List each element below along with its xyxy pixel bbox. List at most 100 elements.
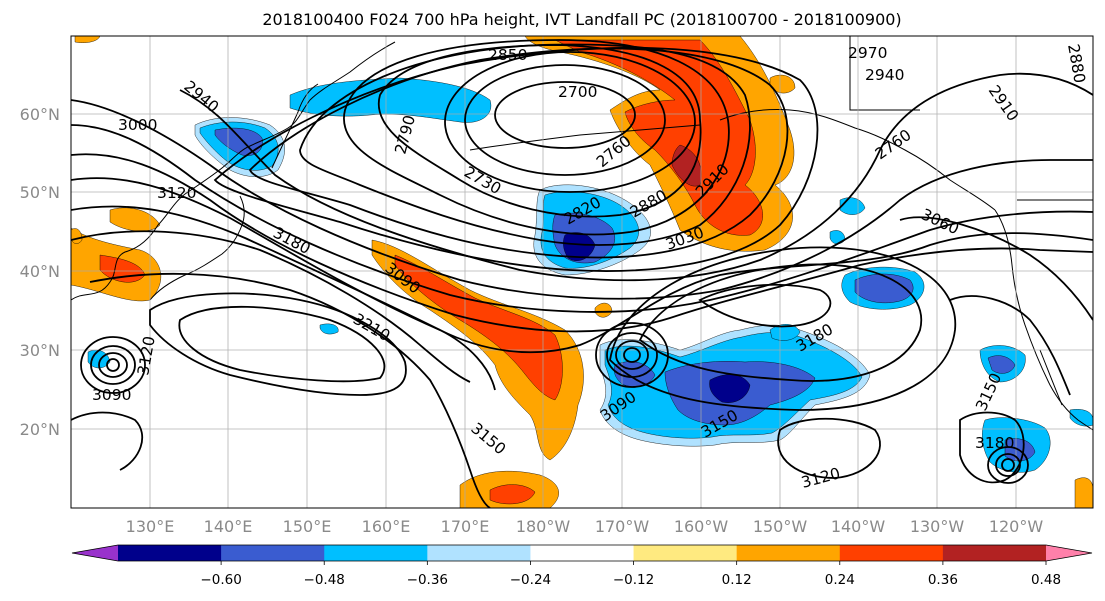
contour-typhoon-w-2 — [90, 345, 136, 385]
contour-low-c-4 — [595, 322, 669, 388]
colorbar-segments — [71, 544, 1093, 562]
colorbar-segment — [118, 545, 222, 561]
asia-coast — [71, 41, 396, 301]
colorbar-segment — [427, 545, 531, 561]
colorbar-outline — [71, 544, 1093, 562]
contour-label: 3120 — [157, 184, 196, 202]
contour-low-c-2 — [615, 340, 649, 370]
lon-label: 150°W — [753, 517, 808, 536]
shade-negative — [319, 323, 339, 335]
contour-3120c — [777, 417, 881, 479]
contour-3180 — [149, 292, 407, 396]
contour-3060 — [71, 177, 1093, 354]
shade-negative — [987, 355, 1016, 374]
map-frame — [70, 35, 1094, 509]
contour-low-e-3 — [987, 446, 1029, 484]
contour-3180b — [638, 263, 923, 382]
contour-label: 3090 — [92, 386, 131, 404]
contour-3150d — [949, 295, 1071, 396]
colorbar-tick-label: −0.60 — [200, 572, 241, 588]
contour-low-c-3 — [606, 332, 658, 378]
contour-label: 3000 — [118, 116, 157, 134]
colorbar-tick-label: −0.24 — [510, 572, 551, 588]
contour-2850 — [299, 43, 751, 246]
lon-label: 140°W — [831, 517, 886, 536]
contour-typhoon-w-3 — [80, 336, 146, 394]
contour-3210 — [178, 305, 386, 383]
alaska-coast — [719, 109, 996, 211]
na-west-coast — [994, 209, 1093, 431]
baja-coast — [1039, 349, 1063, 406]
lon-label: 170°E — [441, 517, 490, 536]
colorbar-ticks: −0.60 −0.48 −0.36 −0.24 −0.12 0.12 0.24 0.36 0.4… — [200, 561, 1061, 588]
colorbar-extend-high — [1046, 545, 1092, 561]
latitude-labels: 60°N 50°N 40°N 30°N 20°N — [20, 105, 60, 439]
map-title: 2018100400 F024 700 hPa height, IVT Land… — [262, 10, 901, 29]
lon-label: 130°W — [910, 517, 965, 536]
contour-2820 — [343, 39, 730, 236]
contour-typhoon-w-4 — [106, 358, 120, 372]
colorbar-segment — [221, 545, 325, 561]
contour-label: 2940 — [865, 66, 904, 84]
colorbar-tick-label: −0.12 — [613, 572, 654, 588]
shade-positive — [109, 207, 161, 232]
contour-3150c — [959, 411, 1025, 484]
map-panel: 2850 2700 2970 2940 2880 2940 3000 3120 … — [71, 36, 1093, 508]
height-contours — [71, 39, 1093, 508]
colorbar: −0.60 −0.48 −0.36 −0.24 −0.12 0.12 0.24 0.36 0.4… — [71, 544, 1093, 588]
colorbar-segment — [736, 545, 841, 561]
lat-label: 30°N — [20, 341, 60, 360]
contour-3060b — [899, 216, 1093, 321]
lat-label: 60°N — [20, 105, 60, 124]
shade-positive — [489, 484, 536, 505]
contour-low-e-2 — [995, 453, 1021, 477]
lon-label: 180°W — [516, 517, 571, 536]
japan-coast — [149, 195, 245, 301]
lon-label: 130°E — [126, 517, 175, 536]
contour-label: 2970 — [848, 44, 887, 62]
lon-label: 160°W — [674, 517, 729, 536]
colorbar-extend-low — [72, 545, 118, 561]
lat-label: 50°N — [20, 183, 60, 202]
lon-label: 140°E — [204, 517, 253, 536]
shade-negative — [1069, 409, 1093, 427]
lon-label: 150°E — [283, 517, 332, 536]
contour-2910 — [213, 46, 819, 272]
contour-3150b — [609, 246, 957, 411]
contour-3090 — [71, 205, 496, 391]
lat-label: 40°N — [20, 262, 60, 281]
longitude-labels: 130°E 140°E 150°E 160°E 170°E 180°W 170°… — [126, 517, 1044, 536]
contour-typhoon-w-1 — [98, 352, 128, 378]
colorbar-tick-label: −0.36 — [407, 572, 448, 588]
lat-label: 20°N — [20, 420, 60, 439]
contour-label: 3180 — [975, 434, 1014, 452]
colorbar-tick-label: 0.12 — [722, 572, 752, 588]
contour-2760 — [444, 51, 696, 193]
contour-low-e-1 — [1001, 458, 1015, 472]
lon-label: 170°W — [595, 517, 650, 536]
colorbar-segment — [530, 545, 635, 561]
contour-3120d — [71, 411, 144, 471]
colorbar-segment — [839, 545, 944, 561]
contour-low-c-1 — [623, 347, 641, 363]
contour-2970 — [71, 99, 1093, 300]
contour-3000 — [71, 124, 1093, 313]
contour-label: 2700 — [558, 83, 597, 101]
contour-2730 — [464, 64, 666, 176]
colorbar-segment — [633, 545, 738, 561]
colorbar-tick-label: 0.48 — [1031, 572, 1061, 588]
shade-negative — [563, 232, 596, 261]
kamchatka-coast — [271, 83, 319, 169]
shade-positive — [1074, 477, 1093, 508]
contour-3030 — [71, 153, 1093, 333]
colorbar-tick-label: 0.24 — [825, 572, 855, 588]
colorbar-tick-label: 0.36 — [928, 572, 958, 588]
lon-label: 160°E — [362, 517, 411, 536]
colorbar-segment — [324, 545, 428, 561]
shade-negative — [854, 273, 914, 304]
contour-label: 2850 — [488, 46, 527, 64]
contour-3120b — [698, 283, 832, 328]
contour-3120 — [71, 230, 471, 383]
alaska-canada-border — [849, 36, 920, 111]
